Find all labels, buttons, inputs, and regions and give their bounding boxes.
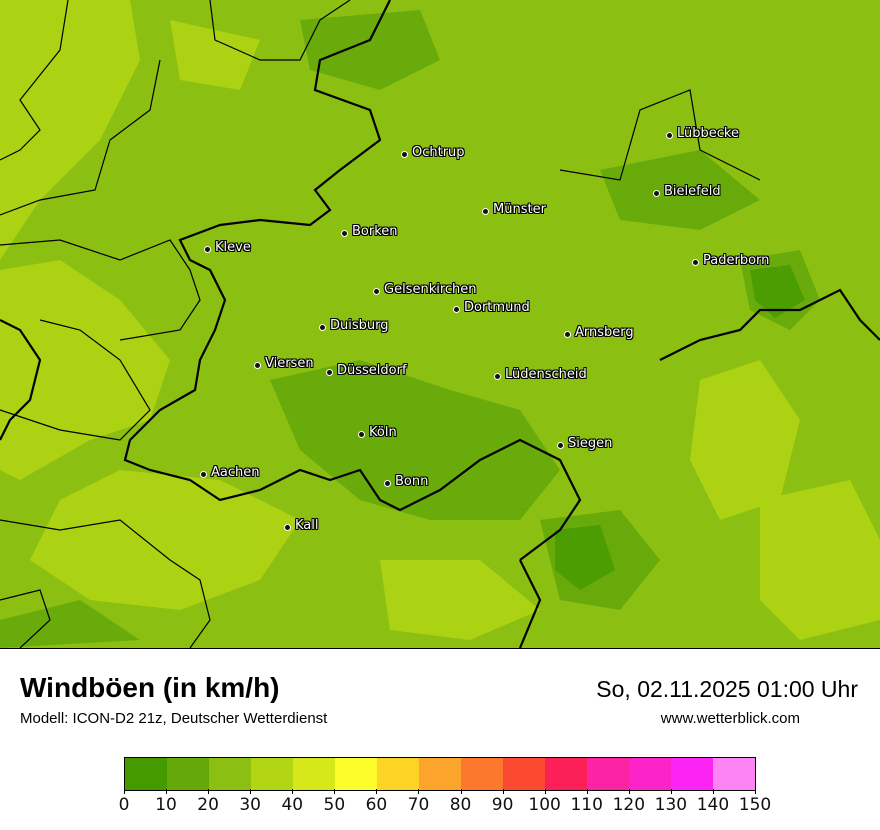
legend-swatch bbox=[419, 758, 461, 790]
legend-tick-mark bbox=[586, 789, 588, 794]
city-label: Viersen bbox=[265, 356, 314, 371]
legend-tick-mark bbox=[502, 789, 504, 794]
website-link[interactable]: www.wetterblick.com bbox=[660, 710, 800, 727]
legend-tick-mark bbox=[376, 789, 378, 794]
city-label: Borken bbox=[352, 224, 398, 239]
city-dot-icon bbox=[653, 190, 660, 197]
map-graphic bbox=[0, 0, 880, 648]
legend-tick-mark bbox=[418, 789, 420, 794]
city-dot-icon bbox=[341, 230, 348, 237]
city-dot-icon bbox=[557, 442, 564, 449]
legend-swatch bbox=[461, 758, 503, 790]
city-label: Gelsenkirchen bbox=[384, 282, 477, 297]
legend-swatch bbox=[335, 758, 377, 790]
city-label: Bonn bbox=[395, 474, 429, 489]
city-dot-icon bbox=[358, 431, 365, 438]
city-dot-icon bbox=[200, 471, 207, 478]
city-label: Paderborn bbox=[703, 253, 770, 268]
legend-tick-label: 90 bbox=[491, 795, 514, 815]
city-dot-icon bbox=[326, 369, 333, 376]
legend-swatch bbox=[629, 758, 671, 790]
legend-tick-label: 0 bbox=[118, 795, 130, 815]
legend-tick-mark bbox=[124, 789, 125, 794]
legend-swatch bbox=[713, 758, 755, 790]
legend-swatch bbox=[545, 758, 587, 790]
legend-tick-mark bbox=[670, 789, 672, 794]
city-dot-icon bbox=[494, 373, 501, 380]
legend-tick-label: 50 bbox=[323, 795, 346, 815]
legend-tick-mark bbox=[292, 789, 294, 794]
city-dot-icon bbox=[204, 246, 211, 253]
legend-tick-mark bbox=[628, 789, 630, 794]
city-label: Dortmund bbox=[464, 300, 530, 315]
legend-tick-mark bbox=[250, 789, 252, 794]
legend-tick-label: 100 bbox=[528, 795, 561, 815]
city-label: Lüdenscheid bbox=[505, 367, 587, 382]
city-label: Aachen bbox=[211, 465, 260, 480]
city-dot-icon bbox=[482, 208, 489, 215]
city-label: Bielefeld bbox=[664, 184, 721, 199]
city-dot-icon bbox=[284, 524, 291, 531]
city-label: Münster bbox=[493, 202, 546, 217]
city-dot-icon bbox=[401, 151, 408, 158]
city-dot-icon bbox=[564, 331, 571, 338]
legend-swatch bbox=[587, 758, 629, 790]
legend-tick-label: 120 bbox=[612, 795, 646, 815]
wind-gust-map: Ochtrup Lübbecke Bielefeld Münster Borken Kle… bbox=[0, 0, 880, 649]
legend-tick-mark bbox=[208, 789, 210, 794]
city-label: Köln bbox=[369, 425, 397, 440]
legend-tick-mark bbox=[544, 789, 546, 794]
legend-tick-mark bbox=[334, 789, 336, 794]
city-dot-icon bbox=[319, 324, 326, 331]
city-label: Düsseldorf bbox=[337, 363, 407, 378]
city-label: Kleve bbox=[215, 240, 251, 255]
city-dot-icon bbox=[453, 306, 460, 313]
city-dot-icon bbox=[373, 288, 380, 295]
city-label: Lübbecke bbox=[677, 126, 739, 141]
legend-swatch bbox=[167, 758, 209, 790]
legend-swatch bbox=[209, 758, 251, 790]
forecast-datetime: So, 02.11.2025 01:00 Uhr bbox=[596, 676, 858, 702]
legend-swatch bbox=[503, 758, 545, 790]
legend-tick-label: 60 bbox=[365, 795, 388, 815]
city-label: Siegen bbox=[568, 436, 613, 451]
legend-tick-label: 110 bbox=[570, 795, 603, 815]
city-dot-icon bbox=[692, 259, 699, 266]
city-label: Duisburg bbox=[330, 318, 389, 333]
legend-swatch bbox=[251, 758, 293, 790]
color-legend bbox=[124, 757, 756, 791]
legend-swatch bbox=[377, 758, 419, 790]
city-label: Ochtrup bbox=[412, 145, 465, 160]
legend-tick-label: 140 bbox=[696, 795, 730, 815]
legend-tick-label: 20 bbox=[197, 795, 219, 815]
legend-ticks: 0 10 20 30 40 50 60 70 80 90 100 110 120 130 140 150 bbox=[119, 789, 771, 819]
legend-tick-mark bbox=[460, 789, 462, 794]
legend-tick-mark bbox=[166, 789, 168, 794]
legend-tick-label: 130 bbox=[654, 795, 688, 815]
city-label: Kall bbox=[295, 518, 319, 533]
legend-tick-label: 150 bbox=[738, 795, 772, 815]
legend-tick-mark bbox=[712, 789, 714, 794]
legend-tick-label: 30 bbox=[239, 795, 262, 815]
legend-tick-label: 70 bbox=[407, 795, 430, 815]
city-label: Arnsberg bbox=[575, 325, 634, 340]
city-dot-icon bbox=[384, 480, 391, 487]
legend-swatch bbox=[671, 758, 713, 790]
legend-swatch bbox=[125, 758, 167, 790]
model-source: Modell: ICON-D2 21z, Deutscher Wetterdie… bbox=[20, 710, 328, 727]
map-title: Windböen (in km/h) bbox=[20, 672, 280, 703]
legend-tick-label: 10 bbox=[155, 795, 177, 815]
city-dot-icon bbox=[254, 362, 261, 369]
legend-swatch bbox=[293, 758, 335, 790]
legend-tick-mark bbox=[755, 789, 756, 794]
legend-tick-label: 80 bbox=[449, 795, 472, 815]
legend-tick-label: 40 bbox=[281, 795, 304, 815]
city-dot-icon bbox=[666, 132, 673, 139]
